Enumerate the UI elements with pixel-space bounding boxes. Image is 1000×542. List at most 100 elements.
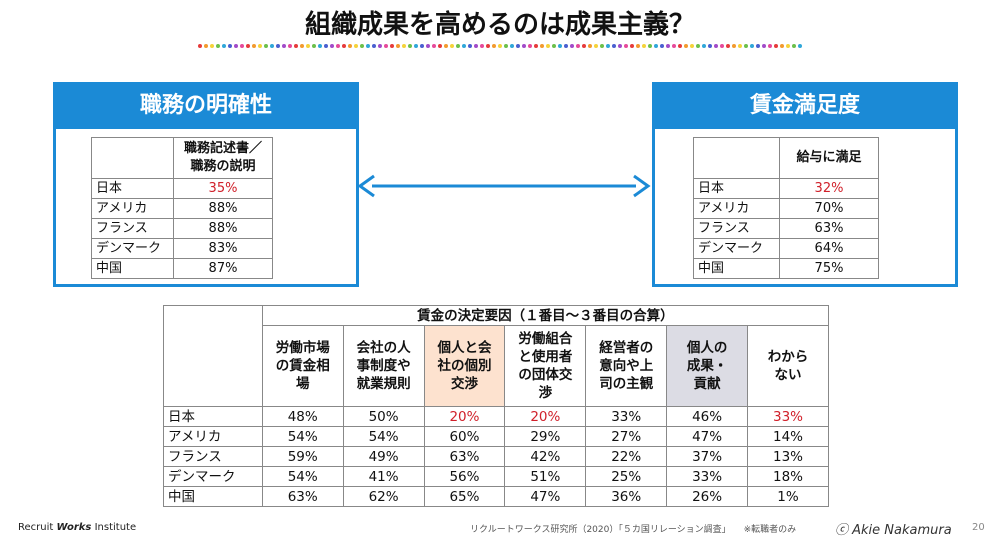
logo-part: Recruit: [18, 522, 54, 533]
copyright: ⓒ Akie Nakamura: [835, 523, 952, 538]
value-cell: 48%: [261, 406, 344, 427]
table-row: フランス 63%: [693, 218, 879, 239]
left-panel: 職務の明確性 職務記述書／ 職務の説明 日本 35% アメリカ 88% フランス 88% デンマ…: [53, 82, 359, 287]
value-cell: 63%: [779, 218, 879, 239]
header-line: の団体交: [518, 367, 573, 383]
value-cell: 63%: [423, 446, 506, 467]
table-row: アメリカ 88%: [91, 198, 273, 219]
column-header: 給与に満足: [779, 137, 879, 179]
value-cell: 88%: [173, 218, 273, 239]
row-label: フランス: [163, 446, 263, 467]
value-cell: 51%: [504, 466, 587, 487]
value-cell: 59%: [261, 446, 344, 467]
column-header: 個人と会社の個別交渉: [423, 325, 506, 407]
value-cell: 33%: [585, 406, 668, 427]
value-cell: 49%: [342, 446, 425, 467]
logo-part: Works: [56, 522, 92, 533]
header-line: 個人の: [686, 340, 728, 356]
value-cell: 62%: [342, 486, 425, 507]
value-cell: 56%: [423, 466, 506, 487]
value-cell: 32%: [779, 178, 879, 199]
header-line: 成果・: [686, 358, 728, 374]
header-row: 給与に満足: [693, 137, 879, 179]
header-line: 場: [295, 376, 310, 392]
value-cell: 47%: [504, 486, 587, 507]
row-label: 中国: [163, 486, 263, 507]
row-label: アメリカ: [91, 198, 174, 219]
column-header: 経営者の 意向や上 司の主観: [585, 325, 668, 407]
header-row: 職務記述書／ 職務の説明: [91, 137, 273, 179]
left-table: 職務記述書／ 職務の説明 日本 35% アメリカ 88% フランス 88% デンマーク 83% 中国…: [91, 137, 273, 279]
table-row: フランス 59% 49% 63% 42% 22% 37% 13%: [163, 446, 829, 467]
value-cell: 20%: [504, 406, 587, 427]
value-cell: 37%: [666, 446, 749, 467]
logo: Recruit Works Institute: [18, 522, 136, 533]
header-line: わから: [767, 349, 809, 365]
value-cell: 42%: [504, 446, 587, 467]
panel-title: 職務の明確性: [56, 85, 356, 129]
column-header: 労働市場 の賃金相場: [261, 325, 344, 407]
value-cell: 29%: [504, 426, 587, 447]
row-label: デンマーク: [693, 238, 780, 259]
value-cell: 35%: [173, 178, 273, 199]
value-cell: 50%: [342, 406, 425, 427]
row-label: デンマーク: [91, 238, 174, 259]
header-line: 意向や上: [599, 358, 654, 374]
header-line: 職務記述書／: [183, 141, 262, 156]
panel-title: 賃金満足度: [655, 85, 955, 129]
table-row: アメリカ 54% 54% 60% 29% 27% 47% 14%: [163, 426, 829, 447]
value-cell: 41%: [342, 466, 425, 487]
table-row: デンマーク 54% 41% 56% 51% 25% 33% 18%: [163, 466, 829, 487]
row-label: アメリカ: [163, 426, 263, 447]
header-line: 貢献: [693, 376, 721, 392]
row-label: デンマーク: [163, 466, 263, 487]
value-cell: 88%: [173, 198, 273, 219]
table-row: 日本 48% 50% 20% 20% 33% 46% 33%: [163, 406, 829, 427]
value-cell: 64%: [779, 238, 879, 259]
row-label: 中国: [91, 258, 174, 279]
factor-table: 賃金の決定要因（１番目～３番目の合算） 労働市場 の賃金相場会社の人 事制度や 就業規則…: [163, 305, 830, 507]
column-header: 個人の 成果・ 貢献: [666, 325, 749, 407]
double-arrow: [357, 174, 651, 198]
value-cell: 47%: [666, 426, 749, 447]
value-cell: 63%: [261, 486, 344, 507]
header-line: 司の主観: [599, 376, 654, 392]
table-row: 日本 35%: [91, 178, 273, 199]
row-label: 日本: [163, 406, 263, 427]
header-line: 個人と会: [437, 340, 492, 356]
table-row: デンマーク 64%: [693, 238, 879, 259]
value-cell: 60%: [423, 426, 506, 447]
source: リクルートワークス研究所（2020）「５カ国リレーション調査」 ※転職者のみ: [470, 522, 796, 535]
value-cell: 27%: [585, 426, 668, 447]
header-line: 社の個別: [437, 358, 492, 374]
header-line: 労働市場: [275, 340, 330, 356]
source-note: ※転職者のみ: [743, 525, 797, 535]
right-table: 給与に満足 日本 32% アメリカ 70% フランス 63% デンマーク 64% 中国 75%: [693, 137, 879, 279]
value-cell: 22%: [585, 446, 668, 467]
header-line: の賃金相: [275, 358, 330, 374]
header-line: 事制度や: [356, 358, 411, 374]
value-cell: 26%: [666, 486, 749, 507]
value-cell: 33%: [747, 406, 829, 427]
header-line: 就業規則: [356, 376, 411, 392]
value-cell: 75%: [779, 258, 879, 279]
table-row: 中国 75%: [693, 258, 879, 279]
row-label: フランス: [91, 218, 174, 239]
header-line: 会社の人: [356, 340, 411, 356]
row-label: 日本: [693, 178, 780, 199]
logo-part: Institute: [94, 522, 137, 533]
table-row: デンマーク 83%: [91, 238, 273, 259]
header-line: 職務の説明: [190, 159, 256, 174]
header-line: 交渉: [450, 376, 478, 392]
column-header: 会社の人事制度や就業規則: [342, 325, 425, 407]
table-row: フランス 88%: [91, 218, 273, 239]
table-row: アメリカ 70%: [693, 198, 879, 219]
corner-cell: [163, 305, 263, 407]
value-cell: 65%: [423, 486, 506, 507]
value-cell: 36%: [585, 486, 668, 507]
column-header: 職務記述書／ 職務の説明: [173, 137, 273, 179]
row-label: 日本: [91, 178, 174, 199]
column-header: 労働組合 と使用者 の団体交渉: [504, 325, 587, 407]
group-header: 賃金の決定要因（１番目～３番目の合算）: [261, 305, 830, 326]
